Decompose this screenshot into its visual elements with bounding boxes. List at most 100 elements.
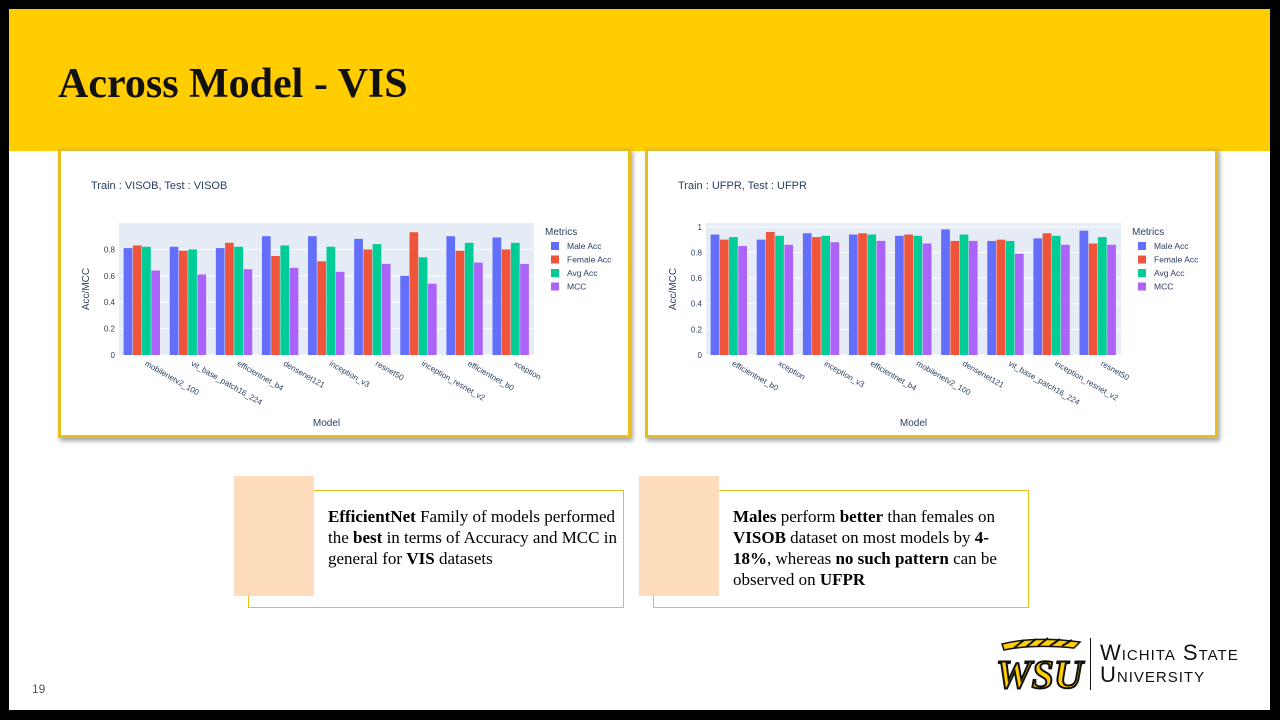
y-tick-label: 0.4 (104, 298, 116, 307)
bar (520, 263, 529, 355)
bar (169, 246, 179, 355)
slide-title: Across Model - VIS (58, 61, 408, 107)
callout-run: EfficientNet (328, 507, 416, 526)
bar (510, 242, 520, 355)
bar (261, 236, 271, 355)
legend-swatch (551, 269, 559, 277)
bar (151, 270, 160, 355)
bar (821, 235, 830, 355)
bar (381, 263, 391, 355)
bar (941, 229, 950, 355)
bar (1014, 253, 1024, 355)
y-tick-label: 0 (698, 351, 703, 360)
callout-gender: Males perform better than females on VIS… (639, 476, 1031, 610)
bar (959, 234, 969, 355)
x-tick-label: xception (512, 359, 542, 382)
bar (729, 237, 738, 355)
bar (418, 257, 428, 355)
y-axis-label: Acc/MCC (668, 268, 679, 310)
callout-run: 4-18% (733, 528, 989, 568)
legend-swatch (1138, 242, 1146, 250)
bar (904, 234, 913, 355)
chart-title: Train : UFPR, Test : UFPR (678, 180, 807, 192)
wsu-logo: WSU (995, 637, 1086, 696)
bar (308, 236, 317, 355)
callout-run: VIS (406, 549, 435, 568)
callout-tab (639, 476, 719, 596)
bar (738, 246, 747, 355)
bar (363, 249, 373, 355)
bar (326, 246, 336, 355)
x-tick-label: inception_v3 (823, 359, 867, 390)
callout-run: no such pattern (835, 549, 949, 568)
legend-entry: Female Acc (1154, 255, 1199, 265)
wheat-icon (1001, 637, 1082, 651)
logo-divider (1090, 638, 1091, 690)
bar (234, 246, 243, 355)
callout-run: perform (776, 507, 840, 526)
callout-run: Males (733, 507, 777, 526)
x-tick-label: resnet50 (1099, 359, 1131, 383)
bar (225, 242, 234, 355)
bar (1042, 233, 1052, 355)
legend-title: Metrics (1132, 227, 1164, 238)
bar (455, 250, 465, 355)
bar (464, 242, 474, 355)
bar (197, 274, 207, 355)
chart-visob: Train : VISOB, Test : VISOB 0 0.2 0.4 0.6 0.8… (58, 148, 631, 438)
bar (1107, 244, 1116, 355)
bar (719, 239, 729, 355)
y-axis-label: Acc/MCC (81, 268, 92, 310)
university-name-line2: University (1100, 662, 1206, 687)
callout-text: EfficientNet Family of models performed … (328, 506, 618, 569)
y-tick-label: 0.2 (691, 325, 703, 334)
bar (427, 283, 437, 355)
legend-entry: MCC (1154, 282, 1173, 292)
x-tick-label: xception (776, 359, 806, 382)
bar (913, 235, 923, 355)
legend-swatch (551, 242, 559, 250)
bar (400, 275, 409, 355)
bar (848, 234, 858, 355)
x-tick-label: efficientnet_b0 (730, 359, 780, 393)
y-tick-label: 0.8 (104, 245, 116, 254)
callout-run: best (353, 528, 383, 547)
bar (335, 271, 345, 355)
bar (710, 234, 720, 355)
legend-swatch (1138, 269, 1146, 277)
callout-run: dataset on most models by (785, 528, 975, 547)
bar (950, 240, 960, 355)
x-tick-label: efficientnet_b4 (869, 359, 919, 393)
legend-entry: Avg Acc (567, 268, 598, 278)
legend-swatch (551, 255, 559, 264)
y-tick-label: 0.6 (691, 274, 703, 283)
x-axis-label: Model (900, 418, 927, 429)
bar (1061, 244, 1070, 355)
university-name: Wichita State University (1100, 642, 1239, 686)
legend-entry: MCC (567, 282, 586, 292)
chart-visob-svg: Train : VISOB, Test : VISOB 0 0.2 0.4 0.6 0.8… (81, 180, 612, 429)
legend-entry: Female Acc (567, 255, 612, 265)
bar (756, 239, 766, 355)
callout-run: Family of models performed the (328, 507, 616, 547)
bar (1088, 243, 1098, 355)
bar (178, 250, 188, 355)
bar (372, 244, 382, 355)
chart-title: Train : VISOB, Test : VISOB (91, 180, 227, 192)
page-number: 19 (32, 682, 46, 696)
callout-run: VISOB (733, 528, 786, 547)
legend-entry: Avg Acc (1154, 268, 1185, 278)
legend-swatch (1138, 255, 1146, 264)
bar (784, 244, 794, 355)
y-tick-label: 0.6 (104, 272, 116, 281)
y-tick-label: 0.2 (104, 325, 116, 334)
bar (987, 240, 996, 355)
bar (876, 240, 886, 355)
bar (812, 237, 821, 355)
y-tick-label: 0.8 (691, 248, 703, 257)
x-tick-label: inception_v3 (328, 359, 372, 390)
bar (1005, 240, 1015, 355)
x-axis-label: Model (313, 418, 340, 429)
bar (289, 267, 299, 355)
callout-run: better (839, 507, 884, 526)
